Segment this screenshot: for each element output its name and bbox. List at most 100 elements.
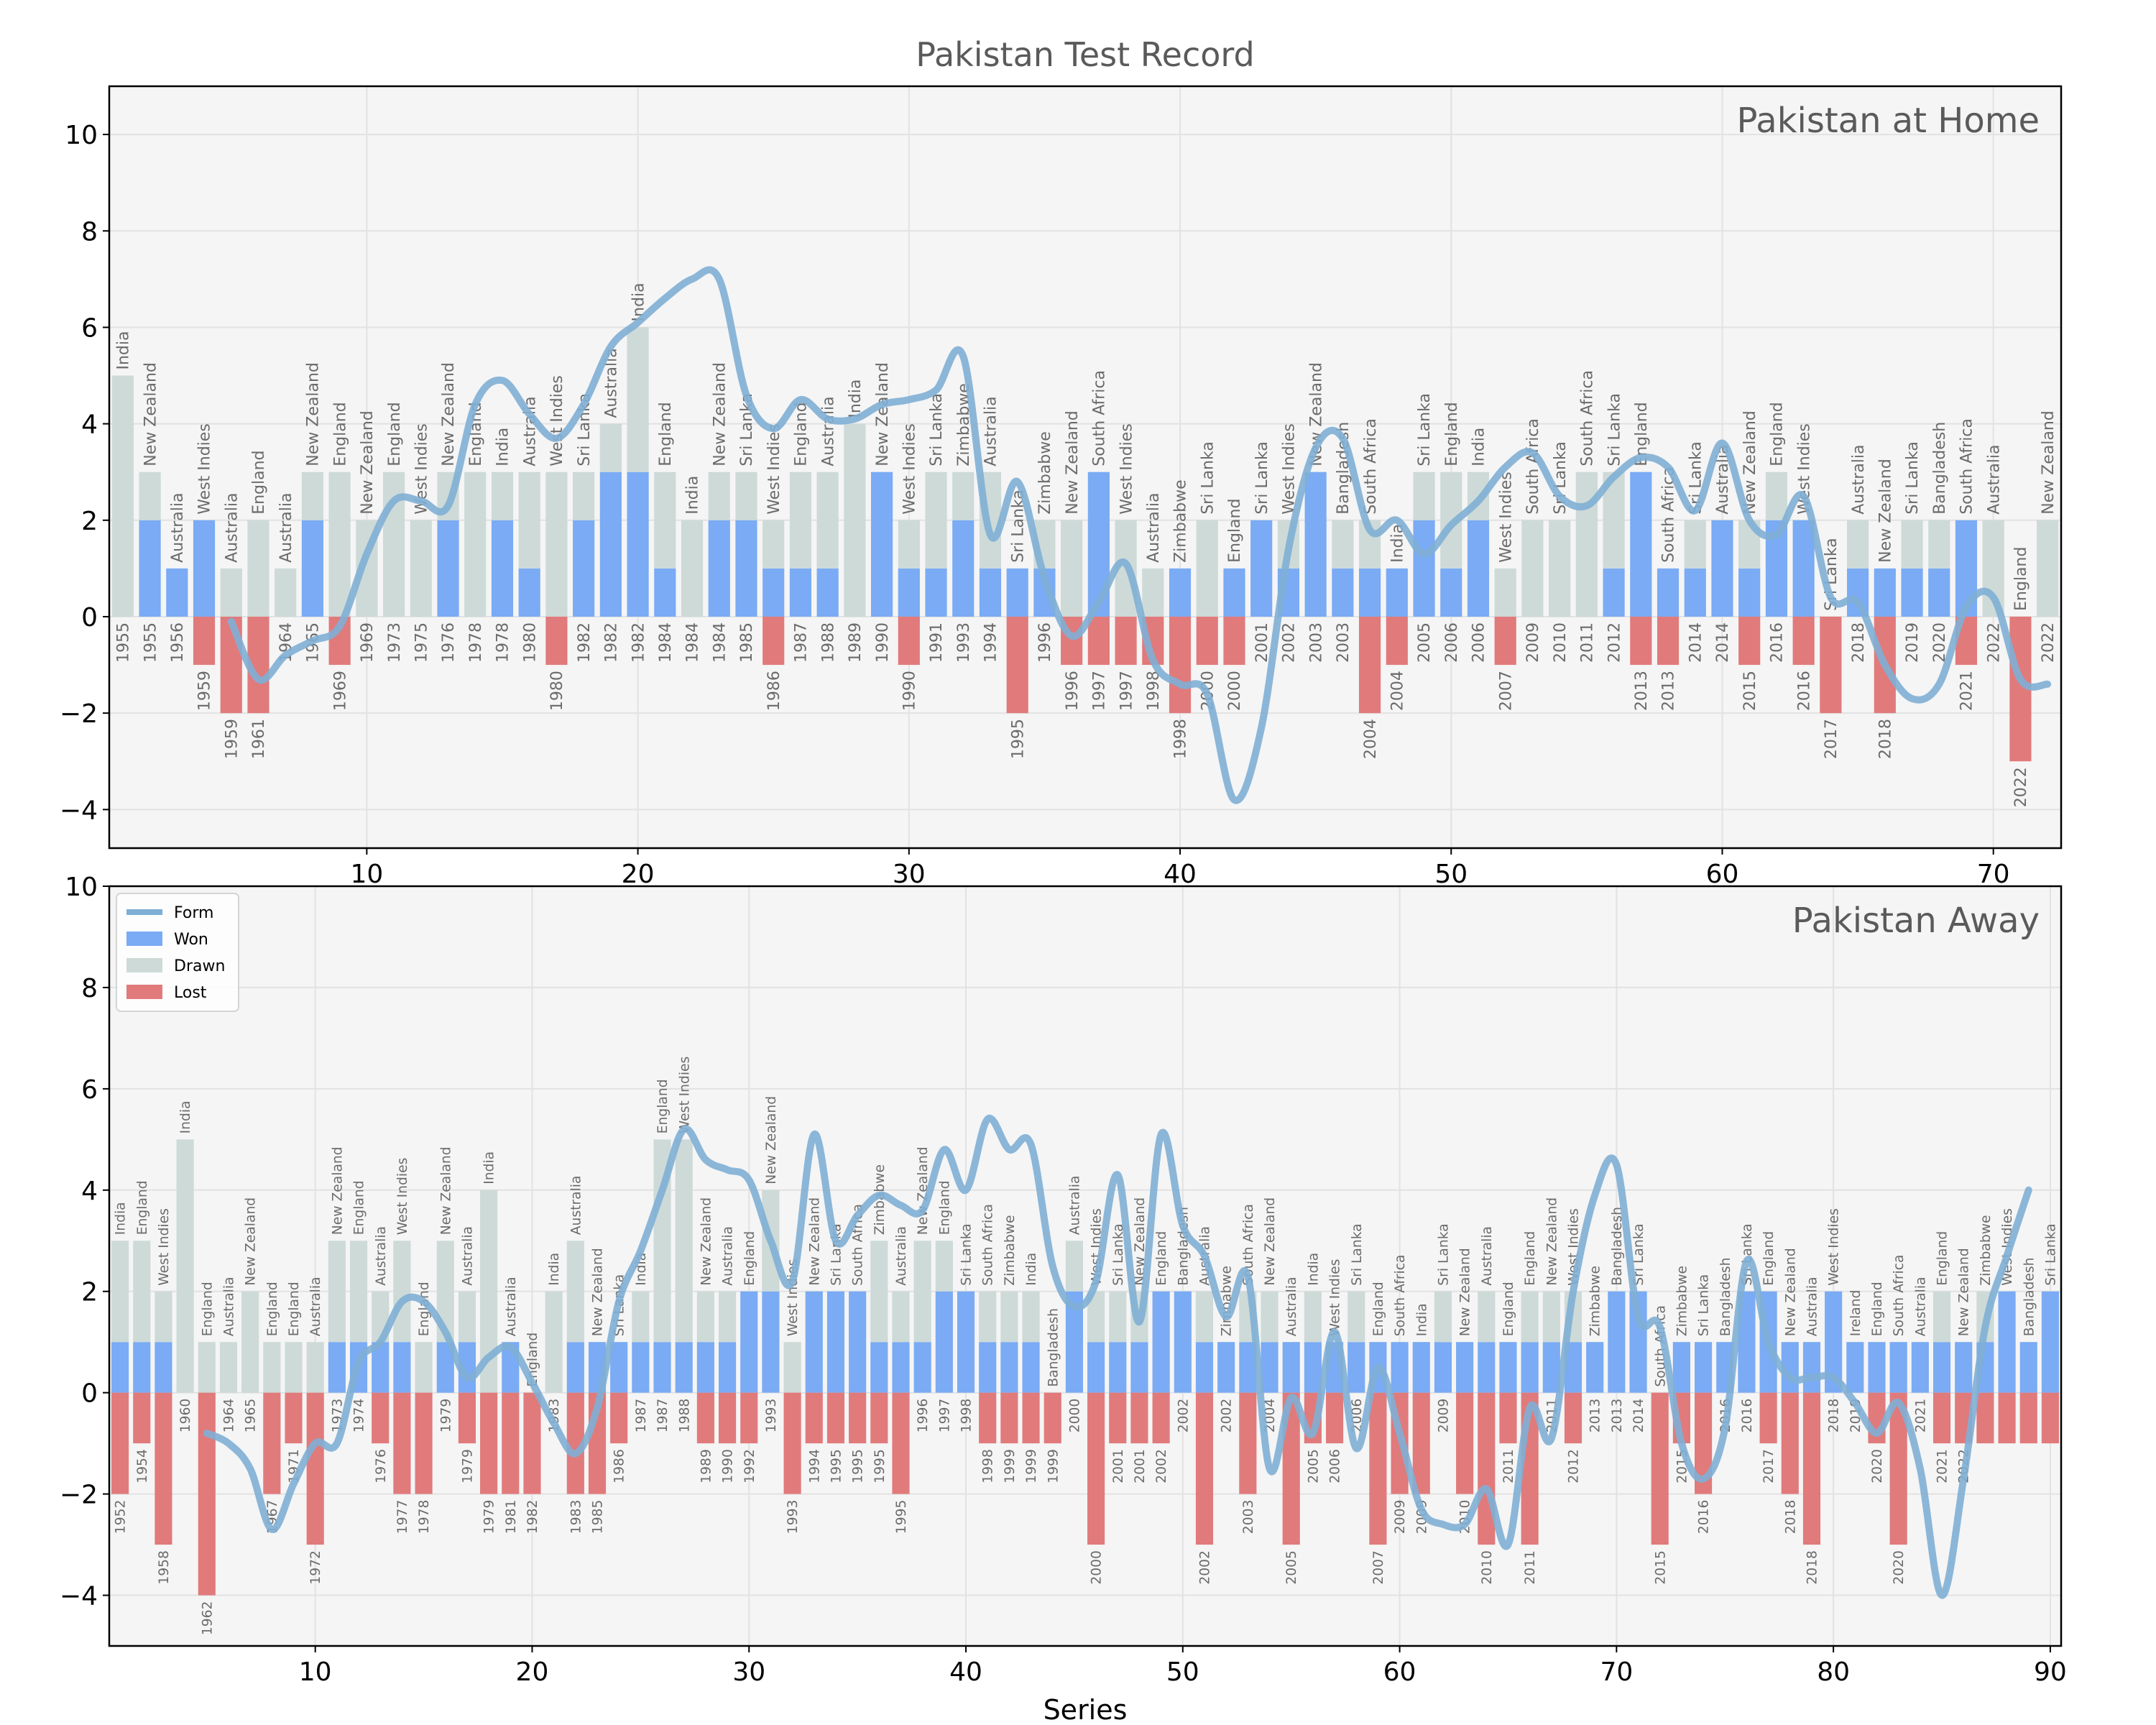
bar-lost xyxy=(805,1392,823,1444)
bar-won xyxy=(1630,472,1652,617)
opponent-label: South Africa xyxy=(1579,370,1597,466)
bar-won xyxy=(740,1291,758,1393)
opponent-label: Australia xyxy=(374,1226,389,1286)
bar-lost xyxy=(1759,1392,1777,1444)
opponent-label: Zimbabwe xyxy=(1036,431,1054,515)
year-label: 1964 xyxy=(222,1399,237,1433)
bar-drawn xyxy=(247,520,270,617)
opponent-label: West Indies xyxy=(1497,472,1515,563)
form-line xyxy=(227,266,2052,804)
bar-won xyxy=(2019,1342,2037,1393)
bar-drawn xyxy=(718,1291,737,1343)
year-label: 1988 xyxy=(819,622,837,663)
opponent-label: South Africa xyxy=(1393,1255,1408,1337)
opponent-label: West Indies xyxy=(1827,1208,1842,1286)
year-label: 1990 xyxy=(901,671,919,711)
opponent-label: England xyxy=(1154,1231,1169,1286)
plot-area xyxy=(109,886,2061,1646)
year-label: 1992 xyxy=(742,1449,757,1484)
bar-lost xyxy=(285,1392,303,1444)
year-label: 1979 xyxy=(438,1399,453,1433)
year-label: 1996 xyxy=(1064,671,1082,711)
bar-drawn xyxy=(1494,568,1516,617)
year-label: 1954 xyxy=(135,1449,150,1484)
opponent-label: India xyxy=(114,1202,129,1235)
bar-lost xyxy=(133,1392,151,1444)
bar-won xyxy=(1672,1342,1690,1393)
legend-label-lost: Lost xyxy=(174,984,207,1002)
bar-won xyxy=(1608,1291,1626,1393)
y-tick-label: 8 xyxy=(81,974,98,1003)
bar-drawn xyxy=(241,1291,259,1393)
bar-won xyxy=(328,1342,346,1393)
opponent-label: West Indies xyxy=(196,423,214,515)
year-label: 1969 xyxy=(331,671,349,711)
year-label: 2021 xyxy=(1935,1449,1950,1484)
bar-won xyxy=(518,568,540,617)
bar-lost xyxy=(523,1392,541,1494)
bar-drawn xyxy=(301,472,324,520)
bar-won xyxy=(1000,1342,1018,1393)
year-label: 1984 xyxy=(684,622,702,663)
bar-won xyxy=(1261,1342,1279,1393)
year-label: 1987 xyxy=(655,1399,671,1433)
year-label: 2005 xyxy=(1306,1449,1321,1484)
year-label: 1993 xyxy=(955,622,973,663)
bar-drawn xyxy=(1765,472,1788,520)
opponent-label: England xyxy=(1226,499,1244,563)
year-label: 2004 xyxy=(1362,719,1380,759)
bar-drawn xyxy=(1332,520,1354,569)
bar-won xyxy=(573,520,595,617)
bar-drawn xyxy=(1542,1291,1560,1343)
bar-drawn xyxy=(1195,1291,1214,1343)
bar-lost xyxy=(1781,1392,1799,1494)
bar-drawn xyxy=(111,1241,129,1343)
opponent-label: Australia xyxy=(1067,1176,1082,1236)
year-label: 1955 xyxy=(115,622,133,663)
opponent-label: New Zealand xyxy=(807,1197,822,1286)
opponent-label: Australia xyxy=(308,1276,323,1336)
y-tick-label: 6 xyxy=(81,313,98,343)
y-tick-label: −2 xyxy=(60,699,98,729)
bar-won xyxy=(708,520,730,617)
bar-won xyxy=(599,472,622,617)
opponent-label: Australia xyxy=(504,1276,519,1336)
bar-drawn xyxy=(111,375,134,617)
opponent-label: New Zealand xyxy=(2040,410,2058,515)
legend-label-form: Form xyxy=(174,904,213,922)
x-tick-label: 20 xyxy=(622,860,655,889)
bar-won xyxy=(913,1342,931,1393)
bar-lost xyxy=(372,1392,390,1444)
bar-lost xyxy=(306,1392,324,1545)
opponent-label: New Zealand xyxy=(438,1146,453,1235)
opponent-label: New Zealand xyxy=(699,1197,714,1286)
opponent-label: Zimbabwe xyxy=(1674,1266,1690,1336)
bar-won xyxy=(892,1342,910,1393)
bar-won xyxy=(1694,1342,1713,1393)
year-label: 2014 xyxy=(1687,622,1705,663)
year-label: 1987 xyxy=(793,622,811,663)
opponent-label: Bangladesh xyxy=(1610,1207,1625,1286)
year-label: 2002 xyxy=(1220,1399,1235,1433)
opponent-label: New Zealand xyxy=(1458,1248,1473,1336)
bar-drawn xyxy=(681,520,704,617)
opponent-label: England xyxy=(657,402,675,466)
x-tick-label: 40 xyxy=(949,1657,982,1687)
bar-lost xyxy=(1223,616,1245,666)
year-label: 1962 xyxy=(200,1601,215,1636)
bar-lost xyxy=(718,1392,737,1444)
bar-lost xyxy=(1006,616,1028,714)
bar-lost xyxy=(1738,616,1761,666)
bar-won xyxy=(1282,1342,1300,1393)
year-label: 2002 xyxy=(1198,1550,1213,1585)
bar-lost xyxy=(1044,1392,1061,1444)
bar-drawn xyxy=(735,472,757,520)
year-label: 1991 xyxy=(928,622,946,663)
opponent-label: India xyxy=(494,428,512,466)
y-tick-label: −4 xyxy=(60,1582,98,1611)
bar-won xyxy=(1911,1342,1929,1393)
year-label: 1988 xyxy=(677,1399,692,1433)
opponent-label: Sri Lanka xyxy=(1436,1223,1451,1285)
year-label: 2005 xyxy=(1284,1550,1299,1585)
y-tick-label: 4 xyxy=(81,410,98,440)
